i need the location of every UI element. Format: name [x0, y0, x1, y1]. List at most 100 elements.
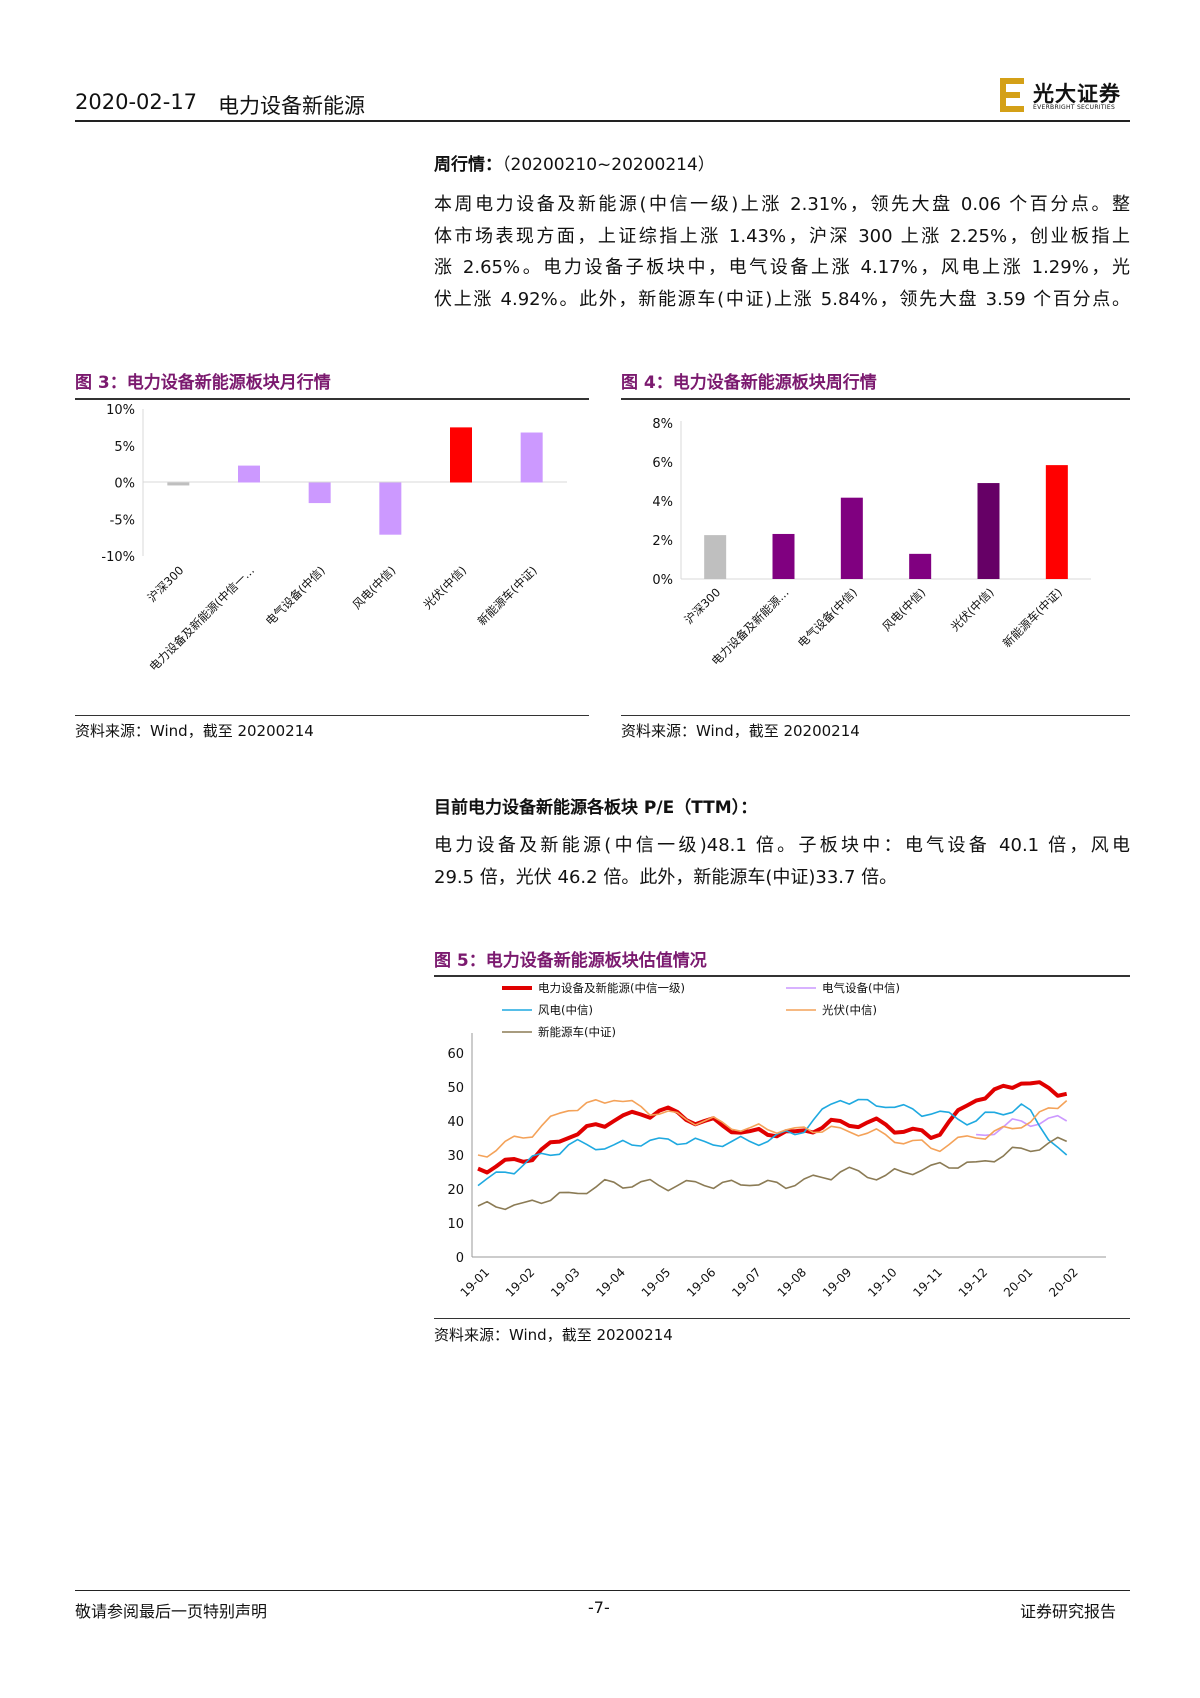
fig3-x-label: 沪深300: [145, 563, 187, 605]
fig4-bottom-rule: [621, 715, 1130, 716]
fig4-bar: [977, 483, 1000, 579]
report-topic: 电力设备新能源: [218, 94, 365, 118]
fig3-bar: [238, 465, 260, 483]
weekly-line: 本周电力设备及新能源(中信一级)上涨 2.31%，领先大盘 0.06 个百分点。…: [434, 194, 1130, 215]
fig3-x-label: 风电(中信): [350, 563, 399, 612]
fig4-x-label: 光伏(中信): [948, 585, 997, 634]
weekly-title: 周行情：: [434, 155, 502, 175]
fig5-y-tick: 50: [447, 1081, 464, 1096]
weekly-period: （20200210~20200214）: [502, 155, 715, 175]
fig5-bottom-rule: [434, 1318, 1130, 1319]
brand-logo: [1000, 78, 1024, 112]
fig3-x-label: 光伏(中信): [420, 563, 469, 612]
fig5-x-tick: 19-10: [865, 1265, 900, 1300]
fig4-x-label: 新能源车(中证): [1000, 585, 1065, 650]
fig5-x-tick: 19-07: [729, 1265, 764, 1300]
fig4-top-rule: [621, 398, 1130, 400]
fig4-bar: [704, 535, 727, 579]
fig4-bar: [772, 533, 795, 579]
report-date: 2020-02-17: [75, 90, 198, 114]
fig3-y-tick: -5%: [110, 513, 135, 528]
fig4-source: 资料来源：Wind，截至 20200214: [621, 722, 860, 740]
fig4-x-label: 风电(中信): [880, 585, 929, 634]
fig4-x-label: 沪深300: [682, 585, 724, 627]
fig4-y-tick: 4%: [652, 495, 673, 510]
fig4-title: 图 4：电力设备新能源板块周行情: [621, 373, 877, 393]
pe-heading: 目前电力设备新能源各板块 P/E（TTM）：: [434, 798, 758, 818]
fig5-series-line: [477, 1099, 1068, 1158]
fig5-x-tick: 19-05: [639, 1265, 674, 1300]
weekly-line: 体市场表现方面，上证综指上涨 1.43%，沪深 300 上涨 2.25%，创业板…: [434, 225, 1130, 247]
pe-paragraph: 电力设备及新能源(中信一级)48.1 倍。子板块中：电气设备 40.1 倍，风电…: [434, 830, 1130, 893]
header-divider: [75, 120, 1130, 122]
fig4-y-tick: 0%: [652, 573, 673, 588]
fig5-legend-label: 电气设备(中信): [822, 981, 900, 995]
fig5-x-tick: 19-04: [593, 1265, 628, 1300]
page-number: -7-: [588, 1598, 610, 1617]
fig5-series-line: [477, 1080, 1068, 1175]
fig5-y-tick: 40: [447, 1115, 464, 1130]
fig5-series-line: [477, 1136, 1068, 1211]
footer-disclaimer: 敬请参阅最后一页特别声明: [75, 1602, 268, 1621]
fig5-x-tick: 20-01: [1001, 1265, 1036, 1300]
fig5-series-line: [976, 1114, 1068, 1137]
brand-name: 光大证券: [1033, 82, 1121, 106]
fig5-legend-label: 风电(中信): [538, 1003, 593, 1017]
fig3-bar: [520, 432, 543, 483]
fig5-x-tick: 19-03: [548, 1265, 583, 1300]
fig4-x-label: 电气设备(中信): [795, 585, 860, 650]
fig5-y-tick: 0: [456, 1251, 464, 1266]
fig5-x-tick: 19-08: [775, 1265, 810, 1300]
footer-doc-type: 证券研究报告: [1020, 1602, 1117, 1621]
fig4-y-tick: 6%: [652, 456, 673, 471]
fig5-x-tick: 20-02: [1046, 1265, 1081, 1300]
fig5-x-tick: 19-06: [684, 1265, 719, 1300]
fig5-y-tick: 10: [447, 1217, 464, 1232]
fig3-source: 资料来源：Wind，截至 20200214: [75, 722, 314, 740]
fig5-top-rule: [434, 975, 1130, 977]
fig4-y-tick: 8%: [652, 417, 673, 432]
fig5-x-tick: 19-01: [458, 1265, 493, 1300]
pe-line: 29.5 倍，光伏 46.2 倍。此外，新能源车(中证)33.7 倍。: [434, 866, 898, 888]
fig3-top-rule: [75, 398, 589, 400]
fig3-title: 图 3：电力设备新能源板块月行情: [75, 373, 331, 393]
weekly-paragraph: 本周电力设备及新能源(中信一级)上涨 2.31%，领先大盘 0.06 个百分点。…: [434, 189, 1130, 315]
fig5-legend-label: 光伏(中信): [822, 1003, 877, 1017]
fig5-title: 图 5：电力设备新能源板块估值情况: [434, 951, 707, 971]
fig3-bar: [308, 482, 331, 504]
fig3-bar: [167, 482, 190, 486]
footer-divider: [75, 1590, 1130, 1591]
fig4-bar: [909, 553, 932, 579]
fig3-y-tick: 10%: [106, 403, 135, 418]
fig5-x-tick: 19-11: [910, 1265, 945, 1300]
fig5-y-tick: 30: [447, 1149, 464, 1164]
brand-subtitle: EVERBRIGHT SECURITIES: [1033, 104, 1116, 111]
fig3-x-label: 电气设备(中信): [263, 563, 328, 628]
weekly-heading: 周行情：（20200210~20200214）: [434, 150, 715, 175]
fig4-bar: [1045, 465, 1068, 579]
fig5-chart: 60 50 40 30 20 10 019-01 19-02 19-03 19-04 19-05 19…: [447, 981, 1106, 1300]
fig5-legend-label: 电力设备及新能源(中信一级): [538, 981, 685, 995]
weekly-line: 涨 2.65%。电力设备子板块中，电气设备上涨 4.17%，风电上涨 1.29%…: [434, 257, 1130, 278]
fig4-x-label: 电力设备及新能源…: [709, 585, 792, 668]
fig3-x-label: 新能源车(中证): [475, 563, 540, 628]
fig5-y-tick: 60: [447, 1047, 464, 1062]
fig3-y-tick: -10%: [101, 550, 135, 565]
fig5-legend-label: 新能源车(中证): [538, 1025, 616, 1039]
weekly-line: 伏上涨 4.92%。此外，新能源车(中证)上涨 5.84%，领先大盘 3.59 …: [434, 288, 1130, 310]
fig4-y-tick: 2%: [652, 534, 673, 549]
fig3-bottom-rule: [75, 715, 589, 716]
fig5-source: 资料来源：Wind，截至 20200214: [434, 1326, 673, 1344]
fig4-bar: [840, 497, 863, 579]
fig3-bar: [450, 427, 472, 483]
pe-line: 电力设备及新能源(中信一级)48.1 倍。子板块中：电气设备 40.1 倍，风电: [434, 835, 1130, 856]
fig3-y-tick: 0%: [114, 477, 135, 492]
fig5-series-line: [477, 1098, 1068, 1187]
fig3-bar: [379, 482, 402, 535]
fig5-y-tick: 20: [447, 1183, 464, 1198]
fig5-x-tick: 19-09: [820, 1265, 855, 1300]
fig5-x-tick: 19-12: [956, 1265, 991, 1300]
fig5-x-tick: 19-02: [503, 1265, 538, 1300]
